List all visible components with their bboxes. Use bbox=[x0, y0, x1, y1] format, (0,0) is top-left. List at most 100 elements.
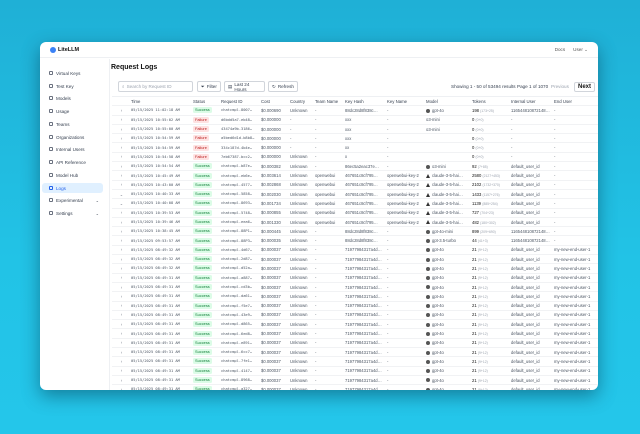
chevron-right-icon[interactable]: › bbox=[120, 135, 123, 141]
table-row[interactable]: › 05/15/2025 08:49:31 AM Success chatcmp… bbox=[112, 302, 598, 311]
table-row[interactable]: › 05/15/2025 10:45:49 AM Success chatcmp… bbox=[112, 171, 598, 181]
chevron-right-icon[interactable]: › bbox=[120, 284, 123, 290]
col-header-key-hash[interactable]: Key Hash bbox=[345, 98, 364, 104]
chevron-right-icon[interactable]: › bbox=[120, 340, 123, 346]
previous-button[interactable]: Previous bbox=[551, 84, 569, 89]
chevron-right-icon[interactable]: › bbox=[120, 265, 123, 271]
table-row[interactable]: › 05/15/2025 11:02:18 AM Success chatcmp… bbox=[112, 106, 598, 116]
table-row[interactable]: › 05/15/2025 08:49:31 AM Success chatcmp… bbox=[112, 367, 598, 376]
chevron-right-icon[interactable]: › bbox=[120, 368, 123, 374]
chevron-right-icon[interactable]: › bbox=[120, 210, 123, 216]
table-row[interactable]: › 05/15/2025 08:49:31 AM Success chatcmp… bbox=[112, 339, 598, 349]
docs-link[interactable]: Docs bbox=[554, 46, 566, 52]
col-header-key-name[interactable]: Key Name bbox=[387, 98, 408, 104]
user-menu[interactable]: User ⌄ bbox=[573, 46, 588, 52]
chevron-right-icon[interactable]: › bbox=[120, 386, 123, 390]
chevron-right-icon[interactable]: › bbox=[120, 145, 123, 151]
col-header-status[interactable]: Status bbox=[193, 98, 206, 104]
table-row[interactable]: › 05/15/2025 08:49:31 AM Success chatcmp… bbox=[112, 385, 598, 390]
sidebar-item-internal-users[interactable]: Internal Users bbox=[42, 144, 103, 154]
cell-end-user: my-new-end-user-1 bbox=[554, 284, 591, 290]
table-row[interactable]: › 05/15/2025 08:49:31 AM Success chatcmp… bbox=[112, 329, 598, 339]
table-row[interactable]: › 05/15/2025 08:49:32 AM Success chatcmp… bbox=[112, 246, 598, 256]
table-row[interactable]: › 05/15/2025 10:54:59 AM Failure 334c187… bbox=[112, 143, 598, 153]
table-row[interactable]: ⌄ 05/15/2025 10:40:33 AM Success chatcmp… bbox=[112, 190, 598, 200]
chevron-right-icon[interactable]: › bbox=[120, 219, 123, 225]
chevron-right-icon[interactable]: › bbox=[120, 154, 123, 160]
table-row[interactable]: › 05/15/2025 08:49:31 AM Success chatcmp… bbox=[112, 292, 598, 302]
chevron-right-icon[interactable]: › bbox=[120, 256, 123, 262]
search-input[interactable]: ⌕ Search by Request ID bbox=[118, 81, 193, 92]
chevron-right-icon[interactable]: › bbox=[120, 126, 123, 132]
chevron-right-icon[interactable]: › bbox=[120, 303, 123, 309]
col-header-model[interactable]: Model bbox=[426, 98, 438, 104]
chevron-right-icon[interactable]: › bbox=[120, 312, 123, 318]
sidebar-item-api-reference[interactable]: API Reference bbox=[42, 157, 103, 167]
sidebar-item-settings[interactable]: Settings ⌄ bbox=[42, 208, 103, 218]
table-row[interactable]: › 05/15/2025 08:49:31 AM Success chatcmp… bbox=[112, 274, 598, 283]
next-button[interactable]: Next bbox=[574, 82, 596, 92]
time-range-button[interactable]: ▤ Last 24 Hours bbox=[224, 81, 265, 92]
chevron-right-icon[interactable]: › bbox=[120, 293, 123, 299]
chevron-down-icon: ⌄ bbox=[95, 197, 99, 203]
chevron-right-icon[interactable]: › bbox=[120, 331, 123, 337]
chevron-right-icon[interactable]: › bbox=[120, 238, 123, 244]
cell-country: Unknown bbox=[290, 340, 308, 346]
table-row[interactable]: › 05/15/2025 10:54:59 AM Failure a5bed6d… bbox=[112, 134, 598, 144]
sidebar-item-models[interactable]: Models bbox=[42, 93, 103, 103]
table-row[interactable]: › 05/15/2025 10:55:02 AM Failure d6bdd5a… bbox=[112, 116, 598, 125]
col-header-team-name[interactable]: Team Name bbox=[315, 98, 339, 104]
chevron-right-icon[interactable]: › bbox=[120, 117, 123, 123]
col-header-request-id[interactable]: Request ID bbox=[221, 98, 243, 104]
sidebar-item-virtual-keys[interactable]: Virtual Keys bbox=[42, 68, 103, 78]
table-row[interactable]: › 05/15/2025 08:49:31 AM Success chatcmp… bbox=[112, 283, 598, 293]
chevron-down-icon[interactable]: ⌄ bbox=[119, 200, 124, 206]
chevron-right-icon[interactable]: › bbox=[120, 275, 123, 281]
table-row[interactable]: › 05/15/2025 10:55:00 AM Failure 43474a9… bbox=[112, 125, 598, 135]
chevron-right-icon[interactable]: › bbox=[120, 349, 123, 355]
sidebar-item-experimental[interactable]: Experimental ⌄ bbox=[42, 195, 103, 205]
refresh-button[interactable]: ↻ Refresh bbox=[268, 81, 298, 92]
chevron-right-icon[interactable]: › bbox=[120, 182, 123, 188]
chevron-right-icon[interactable]: › bbox=[120, 163, 123, 169]
table-row[interactable]: › 05/15/2025 09:53:57 AM Success chatcmp… bbox=[112, 236, 598, 246]
sidebar-item-test-key[interactable]: Test Key bbox=[42, 81, 103, 91]
chevron-down-icon[interactable]: ⌄ bbox=[119, 191, 124, 197]
sidebar-item-teams[interactable]: Teams bbox=[42, 119, 103, 129]
chevron-right-icon[interactable]: › bbox=[120, 173, 123, 179]
table-row[interactable]: › 05/15/2025 08:49:31 AM Success chatcmp… bbox=[112, 357, 598, 367]
cell-model: gpt-4o bbox=[425, 266, 471, 271]
table-row[interactable]: › 05/15/2025 10:54:58 AM Failure 7eb6738… bbox=[112, 153, 598, 163]
sidebar-item-logs[interactable]: Logs bbox=[42, 183, 103, 193]
table-row[interactable]: › 05/15/2025 10:43:00 AM Success chatcmp… bbox=[112, 181, 598, 190]
col-header-cost[interactable]: Cost bbox=[261, 98, 270, 104]
col-header-internal-user[interactable]: Internal User bbox=[511, 98, 536, 104]
chevron-right-icon[interactable]: › bbox=[120, 107, 123, 113]
chevron-right-icon[interactable]: › bbox=[120, 358, 123, 364]
sidebar-item-organizations[interactable]: Organizations bbox=[42, 132, 103, 142]
table-row[interactable]: › 05/15/2025 08:49:31 AM Success chatcmp… bbox=[112, 376, 598, 386]
table-row[interactable]: › 05/15/2025 08:49:32 AM Success chatcmp… bbox=[112, 264, 598, 274]
filter-button[interactable]: ⏷ Filter bbox=[197, 81, 221, 92]
sidebar-item-model-hub[interactable]: Model Hub bbox=[42, 170, 103, 180]
table-row[interactable]: › 05/15/2025 08:49:31 AM Success chatcmp… bbox=[112, 311, 598, 321]
table-row[interactable]: ⌄ 05/15/2025 10:40:08 AM Success chatcmp… bbox=[112, 199, 598, 209]
cell-internal-user: - bbox=[511, 154, 513, 160]
col-header-time[interactable]: Time bbox=[131, 98, 141, 104]
sidebar-item-usage[interactable]: Usage bbox=[42, 106, 103, 116]
table-row[interactable]: › 05/15/2025 10:39:53 AM Success chatcmp… bbox=[112, 209, 598, 218]
table-row[interactable]: › 05/15/2025 08:49:32 AM Success chatcmp… bbox=[112, 255, 598, 265]
table-row[interactable]: › 05/15/2025 10:38:45 AM Success chatcmp… bbox=[112, 227, 598, 237]
table-row[interactable]: › 05/15/2025 10:54:54 AM Success chatcmp… bbox=[112, 162, 598, 172]
table-row[interactable]: › 05/15/2025 08:49:31 AM Success chatcmp… bbox=[112, 348, 598, 358]
chevron-right-icon[interactable]: › bbox=[120, 247, 123, 253]
col-header-end-user[interactable]: End User bbox=[554, 98, 572, 104]
logo[interactable]: LiteLLM bbox=[50, 46, 79, 53]
chevron-right-icon[interactable]: › bbox=[120, 228, 123, 234]
chevron-right-icon[interactable]: › bbox=[120, 377, 123, 383]
col-header-country[interactable]: Country bbox=[290, 98, 306, 104]
col-header-tokens[interactable]: Tokens bbox=[472, 98, 486, 104]
table-row[interactable]: › 05/15/2025 10:39:46 AM Success chatcmp… bbox=[112, 218, 598, 228]
chevron-right-icon[interactable]: › bbox=[120, 321, 123, 327]
table-row[interactable]: › 05/15/2025 08:49:31 AM Success chatcmp… bbox=[112, 320, 598, 330]
